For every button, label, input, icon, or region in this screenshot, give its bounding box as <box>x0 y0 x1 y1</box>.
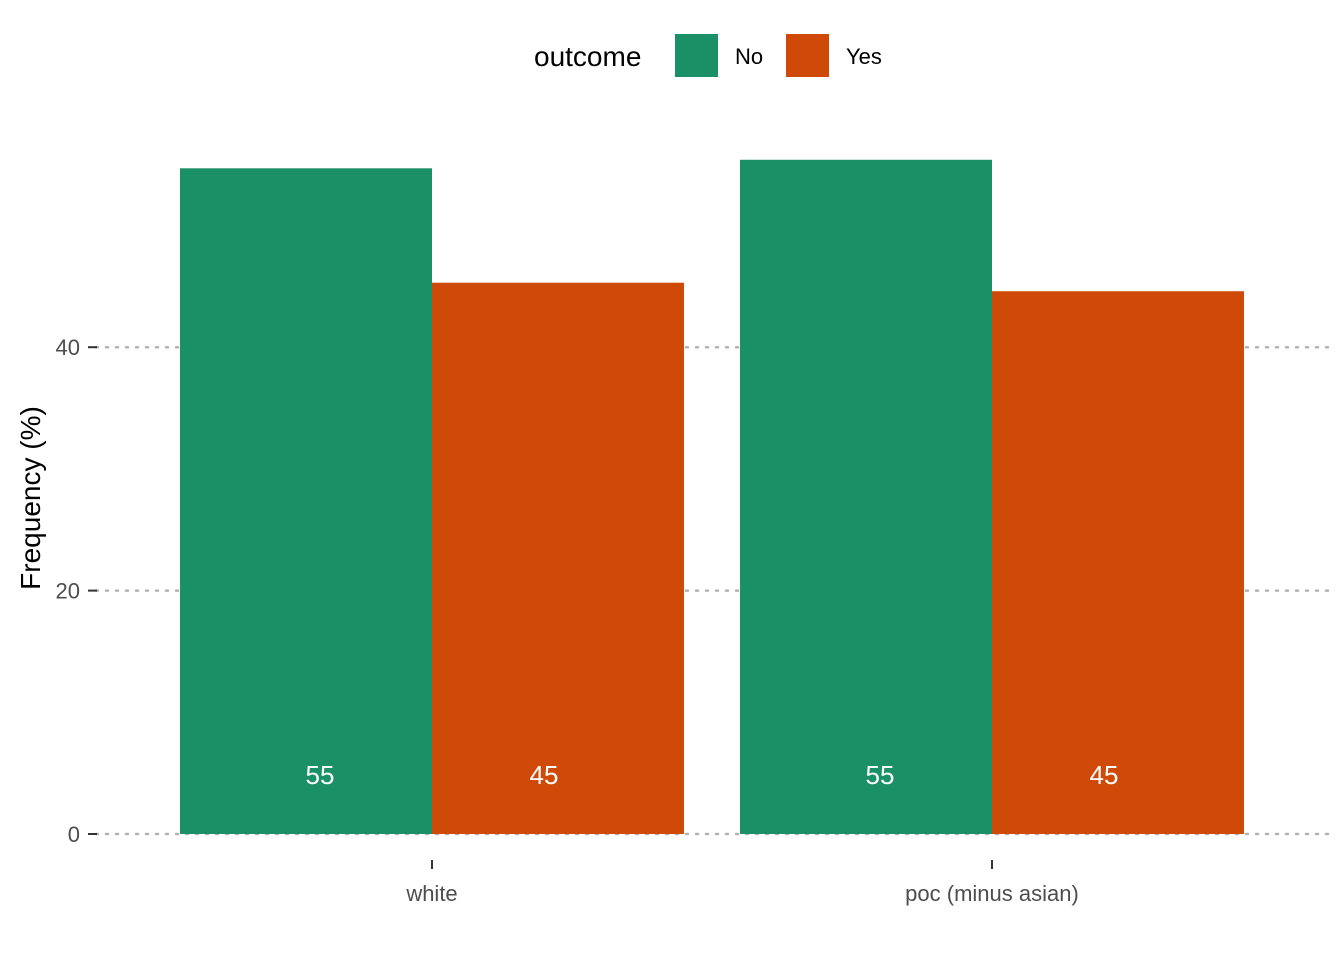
y-axis: 0 20 40 <box>56 335 97 847</box>
legend-title: outcome <box>534 41 641 72</box>
legend-label-yes: Yes <box>846 44 882 69</box>
bar-yes-1 <box>992 291 1244 834</box>
y-tick-label: 20 <box>56 579 80 604</box>
legend-label-no: No <box>735 44 763 69</box>
bar-value-label: 45 <box>530 760 559 790</box>
bar-no-1 <box>740 159 992 835</box>
legend-swatch-no <box>675 34 718 77</box>
x-tick-label: white <box>405 881 457 906</box>
x-axis: white poc (minus asian) <box>405 860 1079 906</box>
legend-swatch-yes <box>786 34 829 77</box>
y-tick-label: 0 <box>68 822 80 847</box>
legend: outcome No Yes <box>534 34 882 77</box>
bar-no-0 <box>180 168 432 834</box>
bar-value-label: 45 <box>1090 760 1119 790</box>
y-tick-label: 40 <box>56 335 80 360</box>
bars <box>180 159 1244 835</box>
bar-labels: 55 45 55 45 <box>306 760 1119 790</box>
x-tick-label: poc (minus asian) <box>905 881 1079 906</box>
bar-value-label: 55 <box>306 760 335 790</box>
bar-value-label: 55 <box>866 760 895 790</box>
bar-yes-0 <box>432 282 684 835</box>
y-axis-title: Frequency (%) <box>15 406 46 590</box>
